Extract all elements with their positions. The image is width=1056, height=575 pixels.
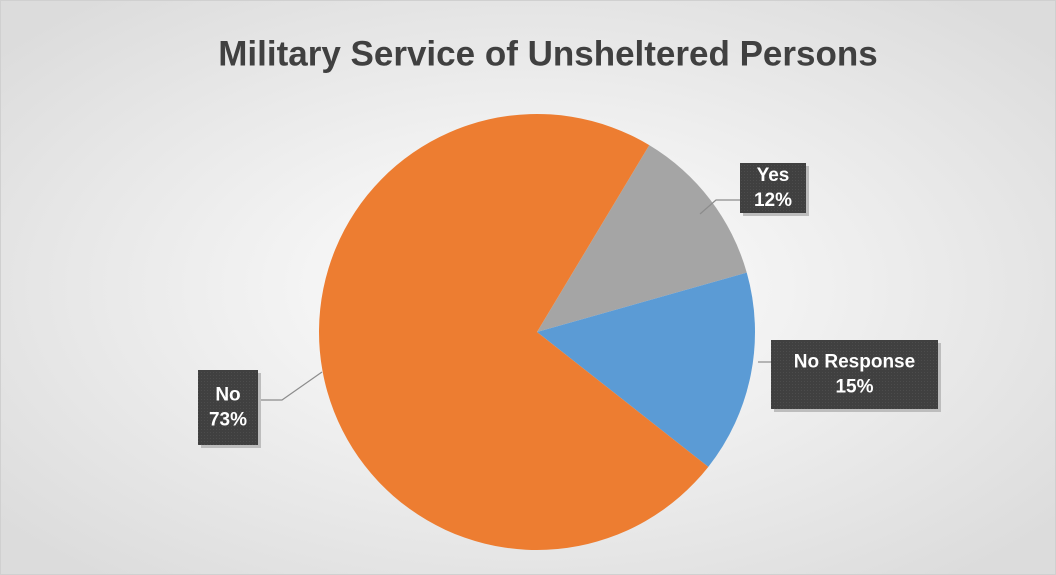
- plot-area: Yes 12% No Response 15% No 73%: [198, 113, 941, 551]
- pie-slice: [537, 272, 755, 467]
- category-label: No: [215, 385, 240, 406]
- value-label: 12%: [754, 190, 792, 211]
- pie-slice: [537, 145, 747, 332]
- value-label: 73%: [209, 410, 247, 431]
- chart-title: Military Service of Unsheltered Persons: [218, 34, 877, 73]
- label-box: [771, 340, 938, 409]
- label-box: [198, 370, 258, 445]
- leader-line: [258, 371, 323, 401]
- value-label: 15%: [835, 377, 873, 398]
- category-label: Yes: [757, 165, 790, 186]
- leader-line: [699, 199, 740, 215]
- pie-slice: [318, 113, 709, 551]
- label-box: [740, 163, 806, 213]
- category-label: No Response: [794, 352, 915, 373]
